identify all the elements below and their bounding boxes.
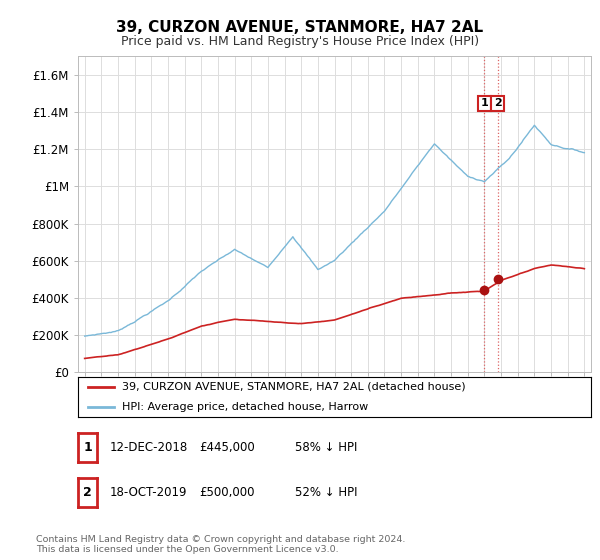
Text: £500,000: £500,000	[199, 486, 255, 499]
Text: 39, CURZON AVENUE, STANMORE, HA7 2AL: 39, CURZON AVENUE, STANMORE, HA7 2AL	[116, 20, 484, 35]
Text: 1: 1	[481, 99, 488, 109]
Text: Contains HM Land Registry data © Crown copyright and database right 2024.
This d: Contains HM Land Registry data © Crown c…	[36, 535, 406, 554]
Text: 2: 2	[83, 486, 92, 499]
Text: 58% ↓ HPI: 58% ↓ HPI	[295, 441, 358, 454]
Text: 52% ↓ HPI: 52% ↓ HPI	[295, 486, 358, 499]
Text: 39, CURZON AVENUE, STANMORE, HA7 2AL (detached house): 39, CURZON AVENUE, STANMORE, HA7 2AL (de…	[122, 382, 465, 392]
Text: 1: 1	[83, 441, 92, 454]
Text: Price paid vs. HM Land Registry's House Price Index (HPI): Price paid vs. HM Land Registry's House …	[121, 35, 479, 48]
Text: HPI: Average price, detached house, Harrow: HPI: Average price, detached house, Harr…	[122, 402, 368, 412]
Text: 12-DEC-2018: 12-DEC-2018	[109, 441, 187, 454]
Text: 2: 2	[494, 99, 502, 109]
Text: £445,000: £445,000	[199, 441, 255, 454]
Text: 18-OCT-2019: 18-OCT-2019	[109, 486, 187, 499]
